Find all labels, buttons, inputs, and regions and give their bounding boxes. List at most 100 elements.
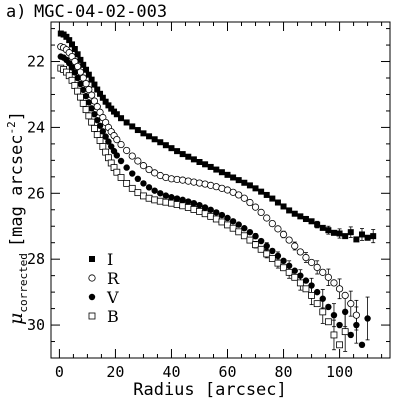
data-point-i (118, 115, 125, 122)
data-point-i (157, 139, 164, 146)
data-point-i (202, 161, 209, 168)
data-point-i (69, 41, 76, 48)
data-point-i (113, 111, 120, 118)
y-tick-label: 28 (27, 250, 45, 268)
data-point-b (184, 204, 192, 211)
data-point-r (268, 220, 276, 228)
data-point-v (145, 184, 153, 191)
data-point-v (82, 92, 90, 100)
data-point-i (336, 230, 343, 237)
data-point-i (314, 221, 321, 228)
data-point-b (308, 292, 315, 299)
data-point-r (82, 80, 90, 88)
data-point-v (88, 105, 95, 112)
x-tick-label: 80 (275, 363, 293, 381)
y-axis-units: [mag arcsec (7, 134, 27, 247)
y-axis-units-exponent: -2 (5, 121, 18, 134)
data-point-b (140, 192, 147, 200)
series-r (57, 43, 360, 319)
data-point-r (128, 152, 136, 160)
x-axis-label: Radius [arcsec] (133, 380, 287, 400)
data-point-v (140, 180, 147, 187)
data-point-i (63, 33, 70, 40)
x-tick-label: 40 (162, 363, 180, 381)
data-point-v (364, 315, 371, 322)
data-point-v (280, 257, 287, 265)
data-point-r (313, 263, 321, 272)
data-point-b (324, 318, 332, 326)
data-point-b (156, 197, 164, 205)
legend-marker-r (88, 274, 96, 282)
data-point-b (151, 196, 159, 204)
data-point-r (352, 311, 360, 319)
data-point-v (162, 192, 170, 199)
svg-text:μcorrected[mag arcsec-2]: μcorrected [mag arcsec-2] (5, 111, 30, 325)
data-point-i (174, 148, 181, 155)
data-point-b (224, 221, 231, 229)
data-point-v (201, 204, 209, 211)
data-point-i (168, 145, 175, 152)
data-point-i (218, 169, 225, 176)
data-point-r (335, 285, 344, 293)
data-point-i (97, 90, 104, 97)
data-point-i (77, 56, 84, 63)
data-point-i (88, 76, 95, 83)
data-point-i (134, 127, 141, 134)
data-point-b (96, 137, 104, 144)
data-point-v (71, 69, 79, 76)
data-point-b (291, 273, 299, 281)
data-point-i (94, 86, 101, 93)
data-point-b (246, 236, 254, 244)
data-point-b (113, 168, 121, 176)
data-point-i (71, 46, 78, 53)
data-point-v (151, 187, 158, 194)
data-point-i (185, 153, 192, 160)
data-point-i (342, 233, 349, 240)
axis-ticks (51, 22, 390, 359)
data-point-i (80, 61, 87, 68)
data-point-i (190, 156, 197, 163)
data-point-v (207, 206, 214, 213)
legend-item-v: V (88, 288, 119, 307)
data-point-v (77, 80, 84, 88)
data-point-v (269, 247, 276, 255)
data-point-b (82, 106, 90, 114)
data-point-b (336, 341, 343, 349)
data-point-b (162, 198, 170, 206)
data-point-v (105, 138, 112, 145)
data-point-b (252, 241, 259, 249)
data-point-i (162, 142, 169, 149)
data-point-b (190, 206, 198, 213)
data-point-i (140, 130, 147, 137)
data-point-r (76, 68, 85, 76)
y-tick-label: 24 (27, 118, 45, 136)
data-point-v (347, 331, 354, 339)
data-point-b (257, 245, 265, 253)
data-point-r (88, 91, 96, 99)
x-tick-label: 0 (55, 363, 64, 381)
data-point-b (88, 118, 96, 126)
data-point-r (307, 258, 316, 267)
data-point-i (91, 81, 98, 88)
data-point-v (297, 272, 304, 279)
data-point-i (179, 151, 186, 158)
data-point-v (252, 232, 259, 240)
data-point-b (91, 125, 98, 132)
data-point-v (336, 321, 343, 329)
data-point-b (280, 264, 287, 272)
data-point-v (330, 311, 338, 319)
data-point-v (94, 116, 101, 124)
y-axis-units-close: ] (7, 111, 27, 121)
data-point-i (370, 233, 377, 240)
data-point-r (257, 208, 265, 216)
data-point-b (77, 93, 84, 101)
data-points (57, 30, 377, 349)
data-point-v (274, 252, 282, 260)
data-point-b (128, 184, 136, 192)
data-point-b (285, 268, 293, 276)
data-point-b (235, 228, 243, 236)
data-point-b (74, 87, 82, 95)
series-i (57, 30, 377, 243)
data-point-i (263, 191, 270, 198)
data-point-b (302, 285, 310, 293)
